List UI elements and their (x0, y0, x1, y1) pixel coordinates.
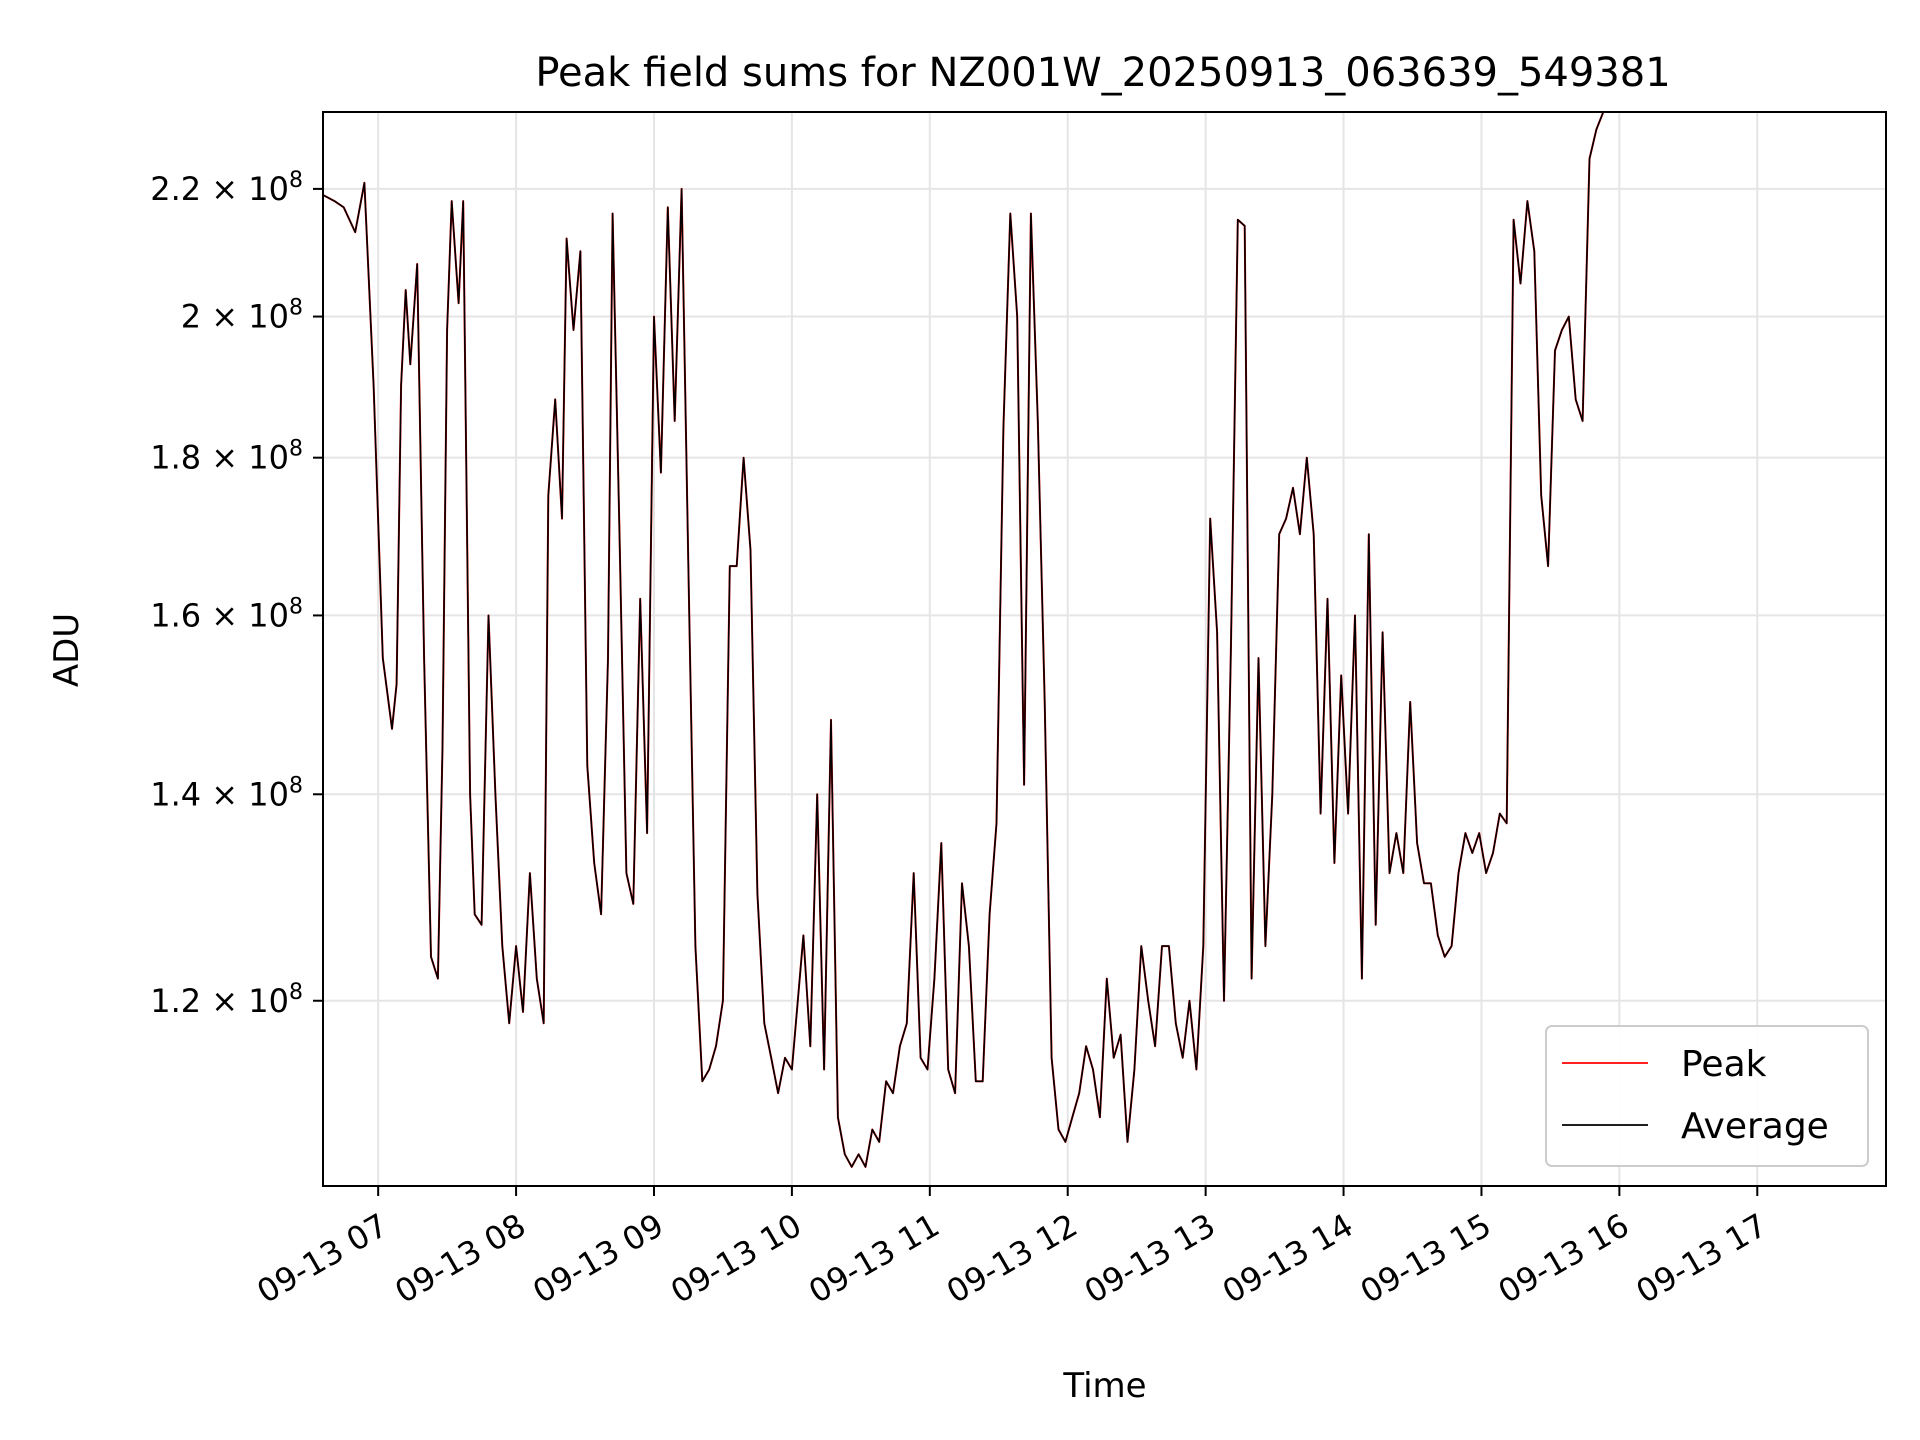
legend-average-label: Average (1681, 1106, 1829, 1147)
y-tick-label: 1.6 × 108 (150, 594, 303, 634)
y-tick-label: 1.2 × 108 (150, 980, 303, 1020)
legend: Peak Average (1545, 1025, 1869, 1167)
legend-peak-label: Peak (1681, 1044, 1767, 1085)
y-axis-ticks: 1.2 × 108 1.4 × 108 1.6 × 108 1.8 × 108 2 × … (150, 168, 323, 1020)
plot-series (323, 112, 1824, 1168)
chart-title: Peak field sums for NZ001W_20250913_0636… (535, 50, 1670, 96)
y-tick-label: 1.4 × 108 (150, 773, 303, 813)
series-average-line (323, 112, 1824, 1168)
y-tick-label: 2.2 × 108 (150, 168, 303, 208)
plot-frame (322, 111, 1887, 1187)
grid (323, 112, 1886, 1186)
y-tick-label: 2 × 108 (181, 296, 303, 336)
y-tick-label: 1.8 × 108 (150, 437, 303, 477)
y-axis-label: ADU (47, 613, 87, 687)
legend-box (1545, 1025, 1869, 1167)
x-axis-label: Time (1062, 1366, 1146, 1406)
